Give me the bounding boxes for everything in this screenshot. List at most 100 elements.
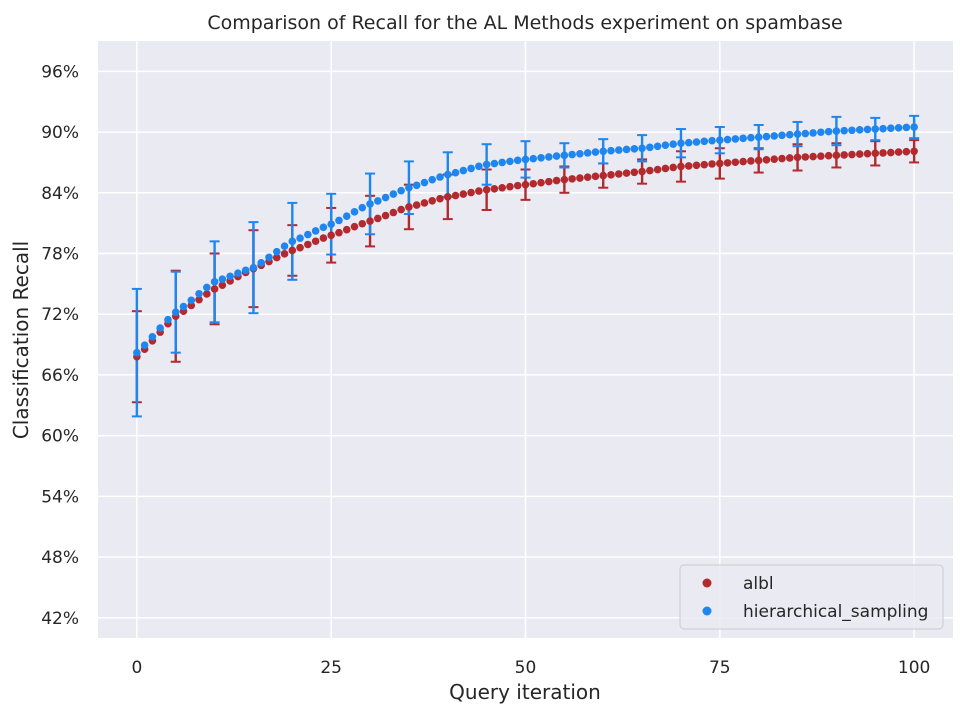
data-point bbox=[669, 163, 677, 172]
data-point bbox=[397, 205, 405, 214]
data-point bbox=[902, 147, 911, 156]
data-point bbox=[265, 253, 273, 262]
data-point bbox=[529, 179, 538, 188]
data-point bbox=[661, 141, 670, 149]
data-point bbox=[622, 145, 631, 154]
data-point bbox=[467, 164, 475, 173]
data-point bbox=[203, 290, 211, 298]
data-point bbox=[622, 169, 631, 177]
data-point bbox=[443, 193, 452, 201]
data-point bbox=[817, 152, 825, 160]
data-point bbox=[420, 199, 429, 207]
x-tick-label: 0 bbox=[131, 658, 142, 678]
data-point bbox=[412, 201, 421, 209]
data-point bbox=[599, 147, 608, 156]
data-point bbox=[459, 190, 468, 198]
data-point bbox=[311, 237, 320, 246]
points-albl bbox=[133, 147, 918, 361]
data-point bbox=[389, 190, 398, 198]
data-point bbox=[770, 155, 779, 164]
x-tick-label: 25 bbox=[320, 658, 342, 678]
data-point bbox=[218, 281, 227, 289]
data-point bbox=[754, 156, 763, 165]
data-point bbox=[218, 275, 227, 283]
data-point bbox=[156, 324, 164, 332]
data-point bbox=[863, 149, 872, 158]
data-point bbox=[894, 124, 903, 132]
data-point bbox=[630, 145, 639, 153]
data-point bbox=[739, 134, 747, 143]
data-point bbox=[280, 250, 289, 258]
data-point bbox=[793, 130, 802, 138]
data-point bbox=[770, 132, 779, 140]
data-point bbox=[133, 348, 141, 357]
data-point bbox=[739, 157, 747, 166]
data-point bbox=[731, 158, 740, 167]
data-point bbox=[614, 146, 623, 154]
data-point bbox=[203, 283, 211, 292]
data-point bbox=[537, 153, 545, 162]
data-point bbox=[459, 166, 468, 175]
data-point bbox=[840, 151, 848, 159]
y-tick-label: 60% bbox=[41, 427, 79, 447]
y-tick-label: 90% bbox=[41, 123, 79, 143]
y-tick-label: 54% bbox=[41, 487, 79, 507]
data-point bbox=[288, 246, 297, 255]
data-point bbox=[716, 136, 724, 144]
data-point bbox=[684, 138, 693, 147]
data-point bbox=[591, 148, 600, 156]
data-point bbox=[467, 188, 475, 197]
data-point bbox=[366, 200, 374, 208]
data-point bbox=[630, 168, 639, 177]
data-point bbox=[241, 266, 250, 275]
data-point bbox=[677, 162, 685, 171]
data-point bbox=[855, 126, 864, 134]
data-point bbox=[545, 177, 553, 186]
data-point bbox=[638, 167, 646, 176]
data-point bbox=[832, 127, 841, 135]
data-point bbox=[785, 154, 794, 162]
data-point bbox=[552, 176, 561, 185]
data-point bbox=[319, 223, 328, 232]
data-point bbox=[179, 302, 188, 311]
data-point bbox=[140, 341, 149, 349]
y-tick-label: 84% bbox=[41, 184, 79, 204]
data-point bbox=[614, 170, 623, 178]
data-point bbox=[529, 154, 538, 163]
data-point bbox=[583, 149, 592, 157]
data-point bbox=[653, 165, 662, 174]
data-point bbox=[708, 160, 716, 168]
data-point bbox=[187, 296, 196, 305]
data-point bbox=[210, 278, 219, 286]
data-point bbox=[521, 180, 530, 189]
data-point bbox=[669, 140, 677, 148]
data-point bbox=[801, 129, 810, 138]
data-point bbox=[754, 133, 763, 141]
data-point bbox=[436, 194, 444, 203]
data-point bbox=[171, 308, 180, 316]
data-point bbox=[327, 231, 335, 240]
data-point bbox=[583, 173, 592, 181]
data-point bbox=[513, 156, 522, 165]
y-tick-label: 48% bbox=[41, 548, 79, 568]
data-point bbox=[747, 133, 755, 142]
data-point bbox=[863, 125, 872, 134]
data-point bbox=[684, 162, 693, 170]
data-point bbox=[824, 151, 833, 160]
y-axis-title: Classification Recall bbox=[9, 241, 33, 439]
data-point bbox=[226, 272, 234, 281]
data-point bbox=[824, 127, 833, 136]
data-point bbox=[475, 187, 483, 195]
data-point bbox=[778, 131, 786, 140]
data-point bbox=[521, 155, 530, 164]
x-tick-label: 100 bbox=[898, 658, 930, 678]
data-point bbox=[723, 159, 732, 167]
data-point bbox=[801, 153, 810, 161]
data-point bbox=[443, 170, 452, 179]
data-point bbox=[871, 149, 880, 158]
y-tick-label: 96% bbox=[41, 62, 79, 82]
data-point bbox=[809, 152, 817, 161]
data-point bbox=[451, 168, 460, 177]
data-point bbox=[677, 139, 685, 147]
